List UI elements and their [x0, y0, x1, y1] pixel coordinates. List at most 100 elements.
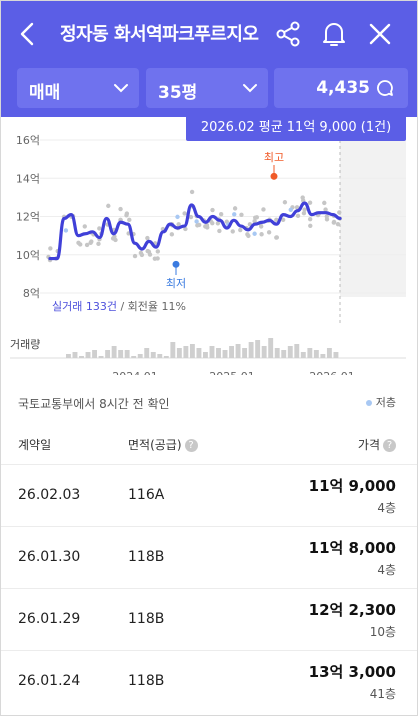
table-row[interactable]: 26.01.24 118B 13억 3,000 41층	[0, 650, 418, 712]
row-area: 118B	[128, 673, 165, 689]
row-floor: 4층	[377, 563, 396, 577]
bell-icon[interactable]	[318, 18, 350, 50]
trade-point	[254, 215, 260, 220]
trade-point	[188, 214, 194, 220]
trade-point	[84, 242, 90, 248]
volume-bar	[274, 348, 280, 358]
volume-bar	[320, 354, 326, 358]
volume-bar	[294, 344, 300, 358]
volume-bar	[144, 348, 150, 358]
trade-point	[300, 195, 305, 200]
trade-point	[152, 256, 158, 261]
volume-bar	[105, 350, 111, 358]
trade-point	[258, 224, 264, 229]
trade-point	[218, 212, 224, 217]
table-row[interactable]: 26.02.03 116A 11억 9,000 4층	[0, 464, 418, 526]
trade-point	[182, 211, 187, 216]
back-icon[interactable]	[12, 18, 44, 50]
trade-stats: 실거래 133건 / 회전율 11%	[52, 298, 186, 314]
x-tick-label: 2025.01	[209, 370, 255, 375]
trade-point	[138, 250, 144, 256]
row-date: 26.01.24	[18, 673, 81, 689]
trade-point	[106, 203, 111, 209]
trade-point	[295, 213, 301, 219]
trade-point	[96, 241, 101, 247]
trade-point	[302, 207, 307, 212]
legend-label: 저층	[375, 396, 396, 409]
trade-type-dropdown[interactable]: 매매	[17, 68, 139, 108]
row-floor: 41층	[369, 687, 396, 701]
trade-point	[189, 189, 195, 195]
row-area: 116A	[128, 487, 165, 503]
chart-tooltip: 2026.02 평균 11억 9,000 (1건)	[186, 115, 406, 141]
volume-bar	[189, 344, 195, 358]
low-label: 최저	[166, 277, 186, 290]
trade-point	[97, 226, 102, 231]
row-area: 118B	[128, 611, 165, 627]
help-icon[interactable]: ?	[184, 439, 198, 452]
col-area: 면적(공급)?	[128, 436, 198, 453]
chevron-down-icon	[114, 84, 128, 93]
y-tick-label: 8억	[23, 287, 40, 300]
row-price: 13억 3,000	[308, 663, 396, 681]
row-price: 11억 8,000	[308, 539, 396, 557]
row-price: 12억 2,300	[308, 601, 396, 619]
table-row[interactable]: 26.01.30 118B 11억 8,000 4층	[0, 526, 418, 588]
trade-point	[63, 228, 69, 233]
close-icon[interactable]	[364, 18, 396, 50]
volume-bar	[333, 352, 339, 358]
trade-point	[308, 223, 313, 228]
volume-bar	[209, 346, 215, 358]
trade-point	[307, 216, 313, 222]
volume-bar	[196, 348, 202, 358]
volume-bar	[157, 354, 163, 358]
volume-bar	[281, 350, 287, 358]
trade-point	[48, 246, 53, 251]
low-marker-dot	[172, 260, 180, 268]
comment-count: 4,435	[316, 78, 370, 98]
volume-bar	[176, 348, 182, 358]
trade-point	[238, 227, 243, 233]
volume-bar	[98, 356, 104, 358]
trade-point	[294, 205, 300, 210]
trade-point	[203, 224, 208, 229]
volume-bar	[326, 348, 332, 358]
trade-points	[46, 189, 342, 263]
avg-price-line	[48, 201, 342, 261]
chevron-down-icon	[243, 84, 257, 93]
size-dropdown[interactable]: 35평	[146, 68, 268, 108]
trade-point	[76, 240, 81, 245]
trade-point	[196, 222, 202, 228]
row-floor: 4층	[377, 501, 396, 515]
trade-point	[301, 211, 307, 216]
volume-bar	[203, 352, 208, 358]
trade-point	[335, 222, 341, 227]
volume-bar	[111, 346, 117, 358]
volume-bar	[307, 348, 313, 358]
chat-icon	[377, 80, 393, 96]
trade-point	[259, 232, 264, 237]
row-area: 118B	[128, 549, 165, 565]
trade-point	[245, 232, 250, 237]
table-header: 계약일 면적(공급)? 가격?	[0, 436, 418, 464]
share-icon[interactable]	[272, 18, 304, 50]
x-axis: 2024.01 2025.01 2026.01	[112, 370, 355, 375]
trade-point	[252, 231, 257, 236]
legend-low-floor: 저층	[365, 394, 396, 410]
trade-type-label: 매매	[29, 83, 61, 103]
high-label: 최고	[264, 151, 284, 164]
help-icon[interactable]: ?	[383, 439, 396, 452]
volume-bar	[79, 356, 84, 358]
volume-bar	[255, 340, 261, 358]
trade-point	[82, 224, 87, 229]
trade-list: 26.02.03 116A 11억 9,000 4층 26.01.30 118B…	[0, 464, 418, 712]
trade-point	[118, 206, 123, 212]
col-date: 계약일	[18, 438, 52, 452]
trade-count[interactable]: 실거래 133건	[52, 300, 117, 313]
volume-bar	[131, 356, 137, 358]
comment-count-button[interactable]: 4,435	[274, 68, 408, 108]
volume-bar	[229, 346, 234, 358]
table-row[interactable]: 26.01.29 118B 12억 2,300 10층	[0, 588, 418, 650]
trade-point	[176, 222, 181, 227]
